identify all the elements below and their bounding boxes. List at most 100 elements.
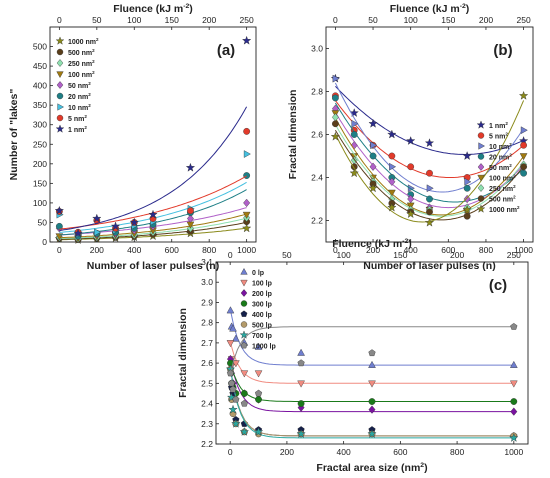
legend-marker: [56, 48, 64, 56]
data-point: [229, 385, 237, 393]
data-point: [349, 168, 359, 178]
legend-label-main: 250 nm: [68, 61, 92, 68]
data-point: [241, 35, 252, 45]
data-point: [387, 202, 397, 212]
data-point: [254, 342, 263, 350]
data-point: [368, 398, 376, 405]
data-point: [241, 223, 252, 233]
legend-label: 500 nm2: [68, 48, 95, 57]
legend-marker: [477, 163, 485, 171]
legend-label: 300 lp: [252, 302, 272, 309]
data-point: [520, 169, 527, 177]
legend-marker: [477, 174, 485, 182]
data-point: [426, 195, 433, 203]
data-point: [55, 222, 63, 230]
legend-label-exp: 2: [513, 195, 516, 200]
data-point: [368, 380, 376, 388]
fit-curve: [230, 369, 514, 439]
legend-marker: [56, 92, 64, 100]
legend-label-main: 1 nm: [68, 127, 84, 134]
y-axis-label: Fractal dimension: [287, 90, 299, 180]
y-tick-label: 250: [33, 139, 47, 149]
data-point: [509, 380, 518, 388]
y-tick-label: 3.0: [201, 277, 213, 287]
series-2: [332, 74, 528, 193]
legend-label: 1 nm2: [489, 121, 508, 130]
data-point: [242, 211, 251, 219]
legend-label: 20 nm2: [489, 153, 512, 162]
legend-label-main: 50 nm: [68, 83, 88, 90]
data-point: [350, 131, 358, 138]
data-point: [243, 198, 251, 208]
top-tick-label: 100: [127, 15, 141, 25]
legend-label-main: 50 nm: [489, 165, 509, 172]
x-tick-label: 400: [404, 245, 418, 255]
data-point: [388, 189, 396, 197]
y-tick-label: 2.4: [201, 399, 213, 409]
data-point: [520, 126, 528, 135]
data-point: [509, 360, 518, 368]
data-point: [240, 370, 249, 378]
top-axis-label-main: Fluence (kJ m: [113, 3, 183, 15]
top-tick-label: 0: [57, 15, 62, 25]
top-tick-label: 250: [516, 15, 530, 25]
data-point: [368, 405, 376, 414]
legend-label: 250 nm2: [68, 59, 95, 68]
x-tick-label: 600: [393, 447, 407, 457]
data-point: [509, 433, 519, 442]
y-tick-label: 0: [42, 237, 47, 247]
data-point: [186, 214, 194, 223]
x-tick-label: 0: [228, 447, 233, 457]
legend-marker: [240, 300, 248, 307]
data-point: [370, 141, 378, 150]
legend-marker: [477, 195, 485, 202]
top-axis-label: Fluence (kJ m-2): [332, 238, 412, 250]
top-tick-label: 50: [368, 15, 378, 25]
data-point: [330, 131, 341, 141]
data-point: [129, 217, 139, 227]
x-tick-label: 200: [366, 245, 380, 255]
top-tick-label: 150: [393, 250, 407, 260]
data-point: [226, 369, 235, 377]
data-point: [297, 348, 305, 356]
data-point: [407, 184, 415, 193]
top-axis-label-main: Fluence (kJ m: [332, 238, 402, 250]
top-tick-label: 200: [450, 250, 464, 260]
legend-label-main: 10 nm: [68, 105, 88, 112]
data-point: [228, 379, 236, 387]
legend: 0 lp 100 lp 200 lp 300 lp 400 lp 500 lp 700 lp…: [239, 267, 276, 351]
legend-label-exp: 2: [92, 59, 95, 64]
series-8: [330, 90, 529, 227]
legend-marker: [57, 103, 65, 111]
data-point: [226, 392, 237, 402]
data-point: [296, 428, 306, 438]
legend-label: 50 nm2: [489, 163, 512, 172]
data-point: [185, 162, 196, 172]
data-point: [229, 324, 237, 332]
top-axis-label-main: Fluence (kJ m: [390, 3, 460, 15]
y-tick-label: 350: [33, 100, 47, 110]
fit-curve: [59, 106, 248, 232]
data-point: [239, 426, 250, 436]
legend-marker: [240, 279, 248, 287]
legend-label-main: 100 nm: [68, 72, 92, 79]
data-point: [406, 136, 416, 145]
x-tick-label: 1000: [237, 245, 256, 255]
legend-marker: [56, 114, 64, 122]
x-tick-label: 1000: [514, 245, 533, 255]
legend-label: 700 lp: [252, 333, 272, 340]
data-point: [388, 152, 396, 160]
legend-label: 250 nm2: [489, 184, 516, 193]
legend-label-exp: 2: [88, 81, 91, 86]
legend-label: 200 lp: [252, 291, 272, 298]
data-point: [368, 360, 376, 368]
legend-label-main: 10 nm: [489, 144, 509, 151]
x-tick-label: 600: [165, 245, 179, 255]
y-tick-label: 2.2: [311, 216, 323, 226]
data-point: [426, 208, 433, 216]
top-tick-label: 50: [92, 15, 102, 25]
legend-label-main: 5 nm: [68, 116, 84, 123]
data-point: [407, 163, 415, 171]
